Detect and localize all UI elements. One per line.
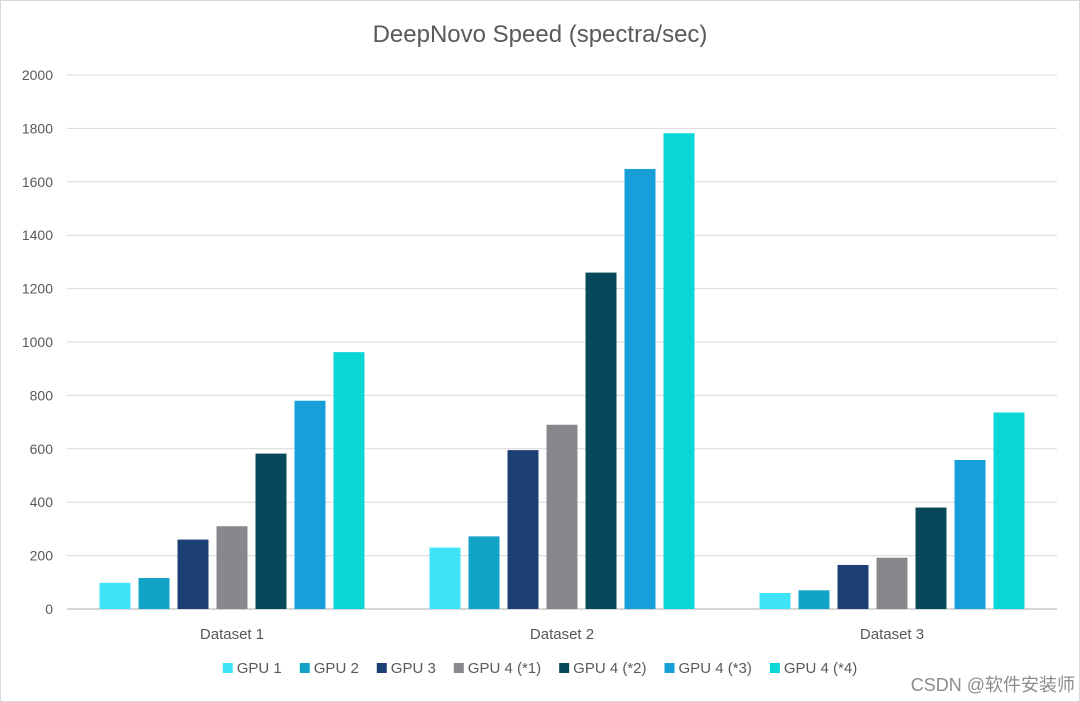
bar	[915, 507, 947, 609]
y-tick-label: 0	[45, 601, 53, 617]
y-tick-label: 600	[30, 441, 54, 457]
y-tick-label: 2000	[22, 67, 53, 83]
legend-swatch	[376, 663, 387, 673]
y-tick-label: 1200	[22, 281, 53, 297]
bar	[663, 133, 695, 609]
bar	[429, 547, 461, 609]
bar	[837, 564, 869, 609]
legend-label: GPU 4 (*1)	[468, 660, 541, 677]
bar	[216, 526, 248, 609]
chart-title: DeepNovo Speed (spectra/sec)	[373, 21, 708, 48]
legend-item: GPU 4 (*2)	[559, 660, 647, 677]
legend-label: GPU 1	[237, 660, 282, 677]
bar	[255, 453, 287, 609]
bar	[468, 536, 500, 609]
y-tick-label: 1400	[22, 227, 53, 243]
y-tick-label: 200	[30, 548, 54, 564]
legend-label: GPU 4 (*3)	[679, 660, 752, 677]
legend-swatch	[299, 663, 310, 673]
legend-label: GPU 2	[314, 660, 359, 677]
x-axis-categories: Dataset 1 Dataset 2 Dataset 3	[200, 626, 924, 643]
watermark-text: CSDN @软件安装师	[911, 675, 1075, 695]
legend-swatch	[559, 663, 570, 673]
bar	[294, 400, 326, 609]
bar	[993, 412, 1025, 609]
legend-item: GPU 4 (*4)	[769, 660, 857, 677]
x-category-label: Dataset 2	[530, 626, 594, 643]
legend-swatch	[664, 663, 675, 673]
y-tick-label: 800	[30, 387, 54, 403]
bar	[546, 424, 578, 609]
bar	[138, 578, 170, 609]
legend-item: GPU 1	[222, 660, 282, 677]
bar	[876, 557, 908, 609]
legend: GPU 1 GPU 2 GPU 3 GPU 4 (*1) GPU 4 (*2) GPU 4…	[222, 660, 857, 677]
legend-item: GPU 2	[299, 660, 359, 677]
x-category-label: Dataset 3	[860, 626, 924, 643]
bar	[507, 450, 539, 609]
x-category-label: Dataset 1	[200, 626, 264, 643]
legend-label: GPU 4 (*2)	[573, 660, 646, 677]
y-axis-ticks: 0 200 400 600 800 1000 1200 1400 1600 1800 2000	[22, 67, 53, 617]
legend-label: GPU 4 (*4)	[784, 660, 857, 677]
y-tick-label: 1800	[22, 120, 53, 136]
bars	[99, 133, 1025, 609]
bar	[624, 168, 656, 609]
y-tick-label: 1000	[22, 334, 53, 350]
legend-swatch	[222, 663, 233, 673]
bar	[798, 590, 830, 609]
legend-item: GPU 3	[376, 660, 436, 677]
bar	[585, 272, 617, 609]
legend-swatch	[769, 663, 780, 673]
y-tick-label: 400	[30, 494, 54, 510]
legend-item: GPU 4 (*1)	[453, 660, 541, 677]
bar	[177, 539, 209, 609]
y-tick-label: 1600	[22, 174, 53, 190]
bar	[759, 592, 791, 609]
legend-swatch	[453, 663, 464, 673]
legend-item: GPU 4 (*3)	[664, 660, 752, 677]
bar	[333, 352, 365, 609]
bar	[954, 460, 986, 609]
legend-label: GPU 3	[391, 660, 436, 677]
bar	[99, 582, 131, 609]
